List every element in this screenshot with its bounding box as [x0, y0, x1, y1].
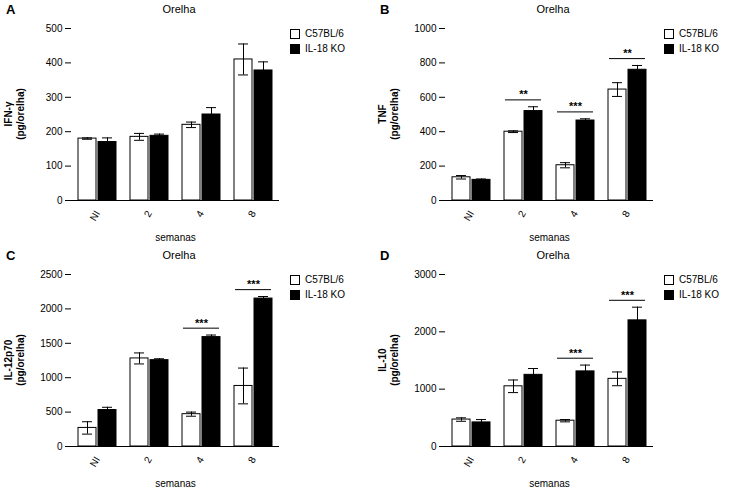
svg-text:2000: 2000 [414, 326, 437, 337]
svg-text:400: 400 [420, 126, 437, 137]
html-text:Orelha: Orelha [162, 3, 196, 15]
html-text:IL-18 KO: IL-18 KO [679, 289, 719, 300]
html-text:IL-18 KO: IL-18 KO [305, 43, 345, 54]
svg-text:8: 8 [620, 208, 633, 219]
svg-text:***: *** [569, 347, 583, 359]
svg-text:0: 0 [431, 441, 437, 452]
html-text:IL-10 (pg/orelha): IL-10 (pg/orelha) [377, 333, 400, 386]
svg-text:2500: 2500 [40, 269, 63, 280]
svg-text:**: ** [623, 47, 632, 59]
html-text:IL-18 KO: IL-18 KO [305, 289, 345, 300]
svg-text:1000: 1000 [40, 372, 63, 383]
html-text:B: B [380, 2, 390, 17]
svg-text:NI: NI [461, 455, 476, 469]
svg-text:NI: NI [87, 455, 102, 469]
html-text:D: D [380, 248, 390, 263]
svg-text:semanas: semanas [529, 232, 570, 243]
html-text:IL-18 KO: IL-18 KO [679, 43, 719, 54]
svg-text:200: 200 [420, 160, 437, 171]
svg-text:semanas: semanas [155, 232, 196, 243]
svg-text:4: 4 [568, 454, 581, 465]
svg-text:1000: 1000 [414, 23, 437, 34]
svg-text:100: 100 [46, 160, 63, 171]
svg-text:NI: NI [461, 209, 476, 223]
html-text:Orelha: Orelha [162, 249, 196, 261]
svg-text:600: 600 [420, 92, 437, 103]
svg-text:***: *** [195, 317, 209, 329]
svg-text:2000: 2000 [40, 303, 63, 314]
html-text:A: A [6, 2, 16, 17]
svg-text:NI: NI [87, 209, 102, 223]
svg-text:8: 8 [620, 454, 633, 465]
html-text:IL-12p70 (pg/orelha): IL-12p70 (pg/orelha) [3, 333, 26, 386]
svg-text:300: 300 [46, 92, 63, 103]
svg-text:semanas: semanas [155, 478, 196, 489]
html-text:C57BL/6: C57BL/6 [305, 274, 344, 285]
svg-text:1500: 1500 [40, 338, 63, 349]
html-text:C57BL/6: C57BL/6 [679, 28, 718, 39]
svg-text:0: 0 [57, 195, 63, 206]
svg-text:500: 500 [46, 406, 63, 417]
svg-text:**: ** [519, 88, 528, 100]
svg-text:0: 0 [431, 195, 437, 206]
html-text:Orelha: Orelha [536, 3, 570, 15]
html-text:Orelha: Orelha [536, 249, 570, 261]
svg-text:4: 4 [194, 454, 207, 465]
svg-text:2: 2 [142, 208, 155, 219]
svg-text:***: *** [621, 289, 635, 301]
html-text:C: C [6, 248, 16, 263]
svg-text:8: 8 [246, 454, 259, 465]
svg-text:2: 2 [516, 208, 529, 219]
svg-text:500: 500 [46, 23, 63, 34]
svg-text:3000: 3000 [414, 269, 437, 280]
svg-text:800: 800 [420, 57, 437, 68]
svg-text:semanas: semanas [529, 478, 570, 489]
svg-text:400: 400 [46, 57, 63, 68]
svg-text:2: 2 [142, 454, 155, 465]
svg-text:4: 4 [194, 208, 207, 219]
html-text:C57BL/6: C57BL/6 [679, 274, 718, 285]
svg-text:***: *** [247, 278, 261, 290]
svg-text:4: 4 [568, 208, 581, 219]
html-text:C57BL/6: C57BL/6 [305, 28, 344, 39]
svg-text:2: 2 [516, 454, 529, 465]
html-text:TNF (pg/orelha): TNF (pg/orelha) [377, 87, 400, 140]
svg-text:***: *** [569, 100, 583, 112]
svg-text:0: 0 [57, 441, 63, 452]
svg-text:200: 200 [46, 126, 63, 137]
svg-text:8: 8 [246, 208, 259, 219]
html-text:IFN-γ (pg/orelha): IFN-γ (pg/orelha) [3, 87, 26, 140]
svg-text:1000: 1000 [414, 383, 437, 394]
